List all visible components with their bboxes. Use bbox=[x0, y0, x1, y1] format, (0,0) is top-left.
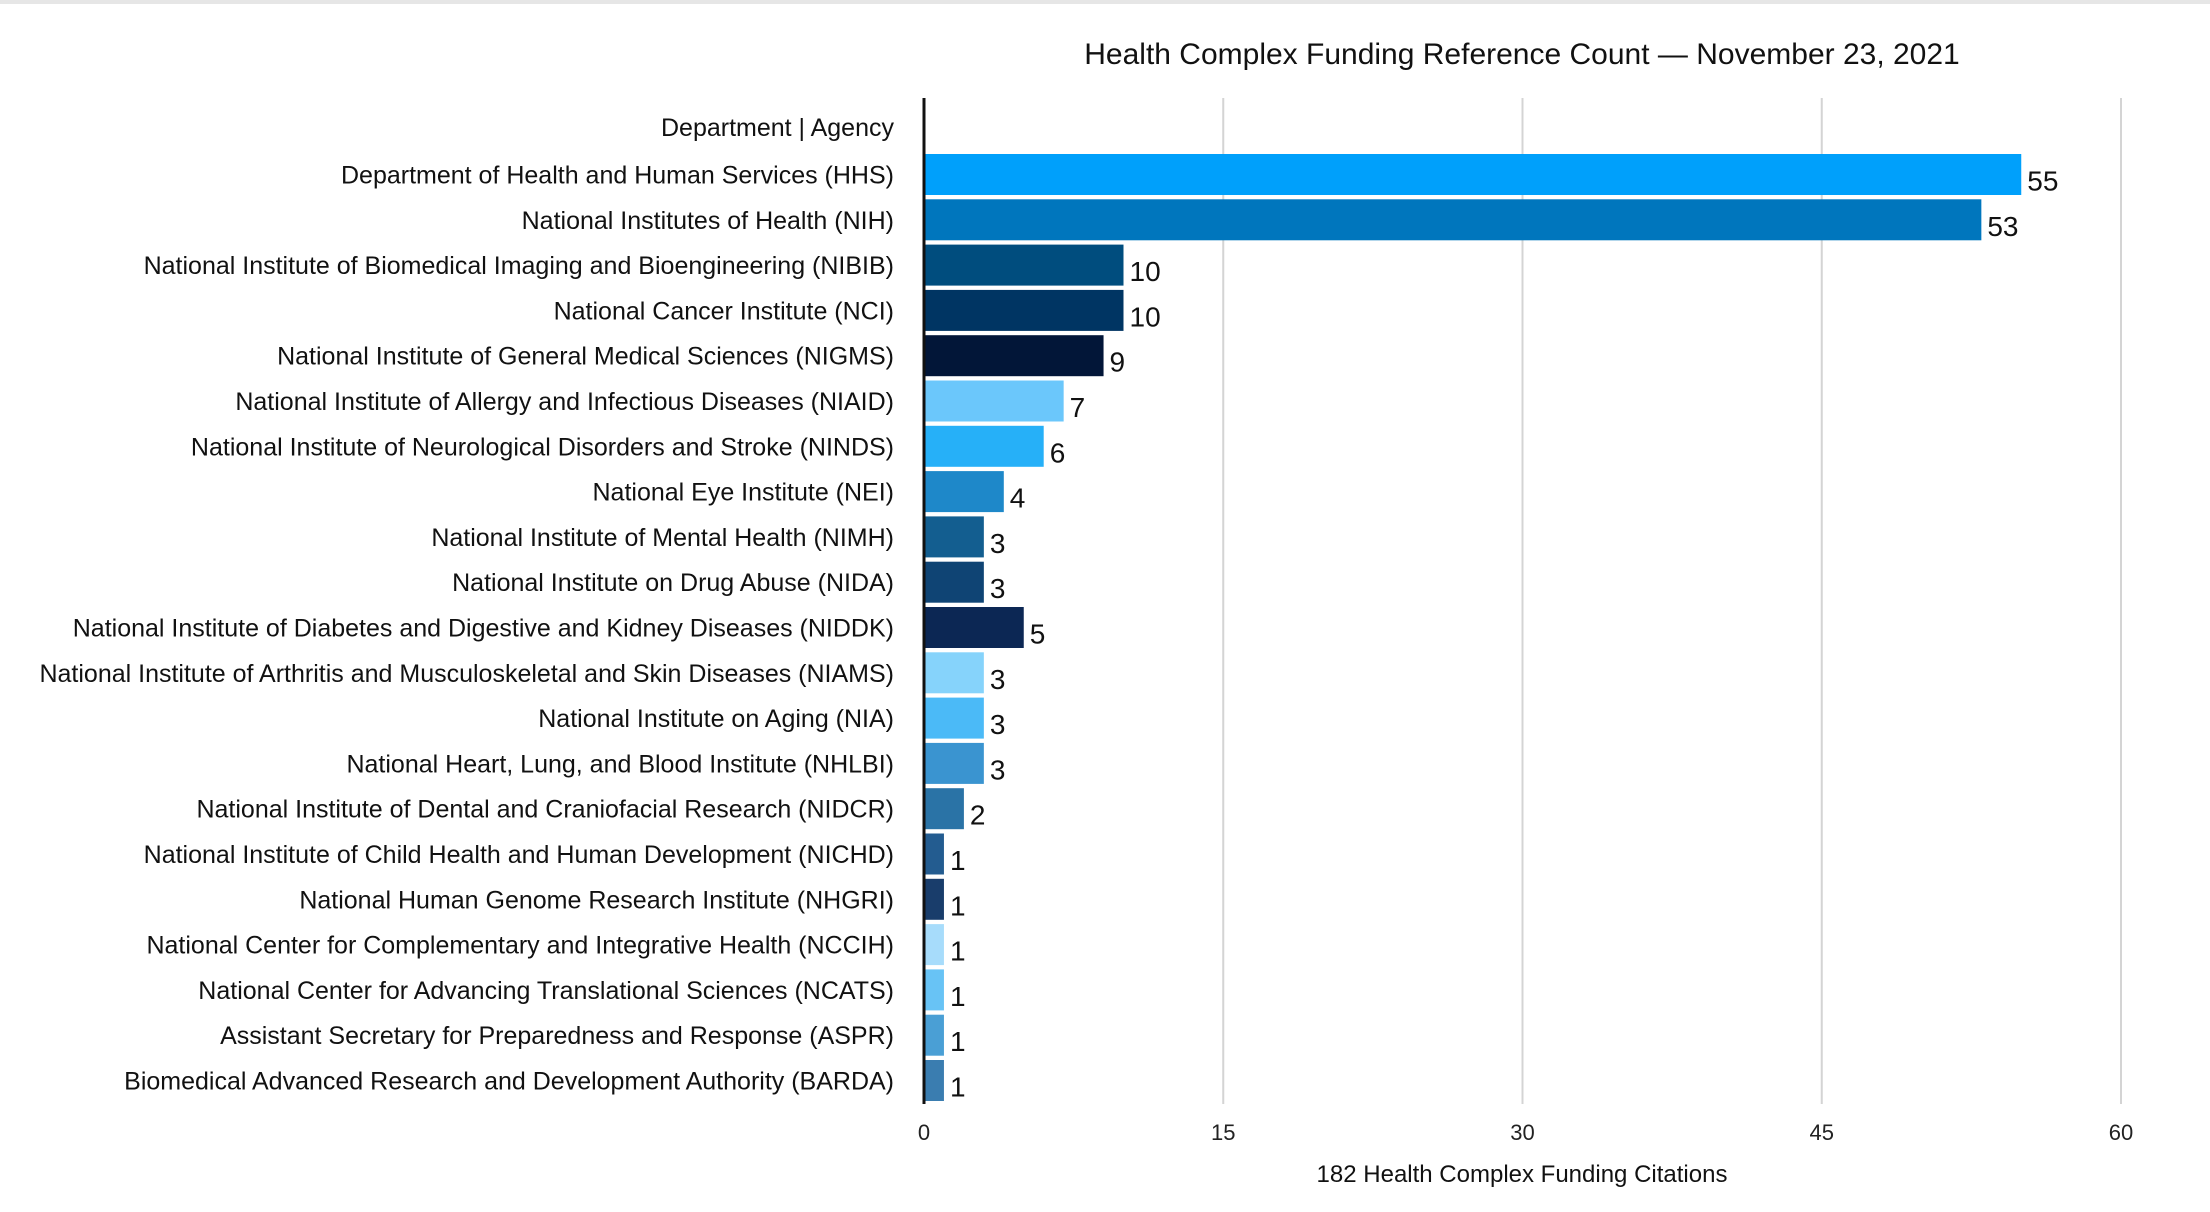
value-label: 53 bbox=[1987, 211, 2018, 242]
category-label: National Institute of General Medical Sc… bbox=[277, 343, 894, 371]
value-label: 7 bbox=[1070, 392, 1086, 423]
value-label: 3 bbox=[990, 573, 1006, 604]
bar bbox=[924, 335, 1104, 377]
bar bbox=[924, 652, 984, 694]
category-label: National Center for Advancing Translatio… bbox=[198, 977, 894, 1005]
bar bbox=[924, 788, 964, 830]
value-label: 55 bbox=[2027, 166, 2058, 197]
category-labels: Department of Health and Human Services … bbox=[39, 162, 894, 1096]
category-label: National Center for Complementary and In… bbox=[146, 932, 894, 960]
bar bbox=[924, 471, 1004, 513]
category-label: National Institute of Dental and Craniof… bbox=[196, 796, 894, 824]
bars bbox=[924, 154, 2022, 1101]
category-label: National Institute of Mental Health (NIM… bbox=[431, 524, 894, 552]
x-axis-title: 182 Health Complex Funding Citations bbox=[1317, 1161, 1728, 1188]
bar bbox=[924, 199, 1982, 241]
value-label: 1 bbox=[950, 890, 966, 921]
category-label: Department of Health and Human Services … bbox=[341, 162, 894, 190]
value-label: 1 bbox=[950, 1072, 966, 1103]
x-axis-ticks: 0 15 30 45 60 bbox=[918, 1120, 2133, 1145]
top-rule bbox=[0, 0, 2210, 4]
bar bbox=[924, 425, 1044, 467]
bar bbox=[924, 833, 944, 875]
bar bbox=[924, 697, 984, 739]
category-label: National Heart, Lung, and Blood Institut… bbox=[346, 750, 894, 778]
value-label: 2 bbox=[970, 800, 986, 831]
category-header: Department | Agency bbox=[661, 114, 895, 142]
value-label: 5 bbox=[1030, 619, 1046, 650]
x-tick-label: 45 bbox=[1810, 1120, 1834, 1145]
category-label: National Institute of Allergy and Infect… bbox=[235, 388, 894, 416]
value-label: 3 bbox=[990, 664, 1006, 695]
bar bbox=[924, 1014, 944, 1056]
category-label: National Cancer Institute (NCI) bbox=[554, 297, 894, 325]
category-label: National Institute of Neurological Disor… bbox=[191, 433, 894, 461]
category-label: Assistant Secretary for Preparedness and… bbox=[220, 1022, 894, 1050]
bar bbox=[924, 969, 944, 1011]
value-label: 9 bbox=[1110, 347, 1126, 378]
value-label: 3 bbox=[990, 528, 1006, 559]
category-label: National Institute of Biomedical Imaging… bbox=[144, 252, 894, 280]
bar bbox=[924, 380, 1064, 422]
value-label: 10 bbox=[1130, 301, 1161, 332]
value-label: 3 bbox=[990, 754, 1006, 785]
category-label: National Institute on Aging (NIA) bbox=[538, 705, 894, 733]
category-label: National Eye Institute (NEI) bbox=[592, 479, 894, 507]
value-label: 1 bbox=[950, 936, 966, 967]
category-label: Biomedical Advanced Research and Develop… bbox=[124, 1068, 894, 1096]
bar bbox=[924, 607, 1024, 648]
category-label: National Institute on Drug Abuse (NIDA) bbox=[452, 569, 894, 597]
x-tick-label: 60 bbox=[2109, 1120, 2133, 1145]
bar bbox=[924, 561, 984, 603]
category-label: National Human Genome Research Institute… bbox=[299, 886, 894, 914]
value-label: 4 bbox=[1010, 483, 1026, 514]
bar bbox=[924, 1060, 944, 1101]
value-label: 10 bbox=[1130, 256, 1161, 287]
gridlines bbox=[1222, 98, 2122, 1104]
bar bbox=[924, 742, 984, 784]
category-label: National Institutes of Health (NIH) bbox=[522, 207, 894, 235]
bar bbox=[924, 154, 2022, 195]
value-label: 6 bbox=[1050, 437, 1066, 468]
x-tick-label: 0 bbox=[918, 1120, 930, 1145]
value-label: 1 bbox=[950, 981, 966, 1012]
bar bbox=[924, 924, 944, 966]
x-tick-label: 30 bbox=[1510, 1120, 1534, 1145]
bar bbox=[924, 878, 944, 920]
bar bbox=[924, 244, 1124, 286]
bar bbox=[924, 516, 984, 558]
category-label: National Institute of Diabetes and Diges… bbox=[73, 615, 894, 643]
category-label: National Institute of Arthritis and Musc… bbox=[39, 660, 894, 688]
value-label: 1 bbox=[950, 1026, 966, 1057]
chart-title: Health Complex Funding Reference Count —… bbox=[1084, 38, 1959, 71]
value-label: 3 bbox=[990, 709, 1006, 740]
x-tick-label: 15 bbox=[1211, 1120, 1235, 1145]
value-label: 1 bbox=[950, 845, 966, 876]
bar bbox=[924, 289, 1124, 331]
category-label: National Institute of Child Health and H… bbox=[144, 841, 894, 869]
